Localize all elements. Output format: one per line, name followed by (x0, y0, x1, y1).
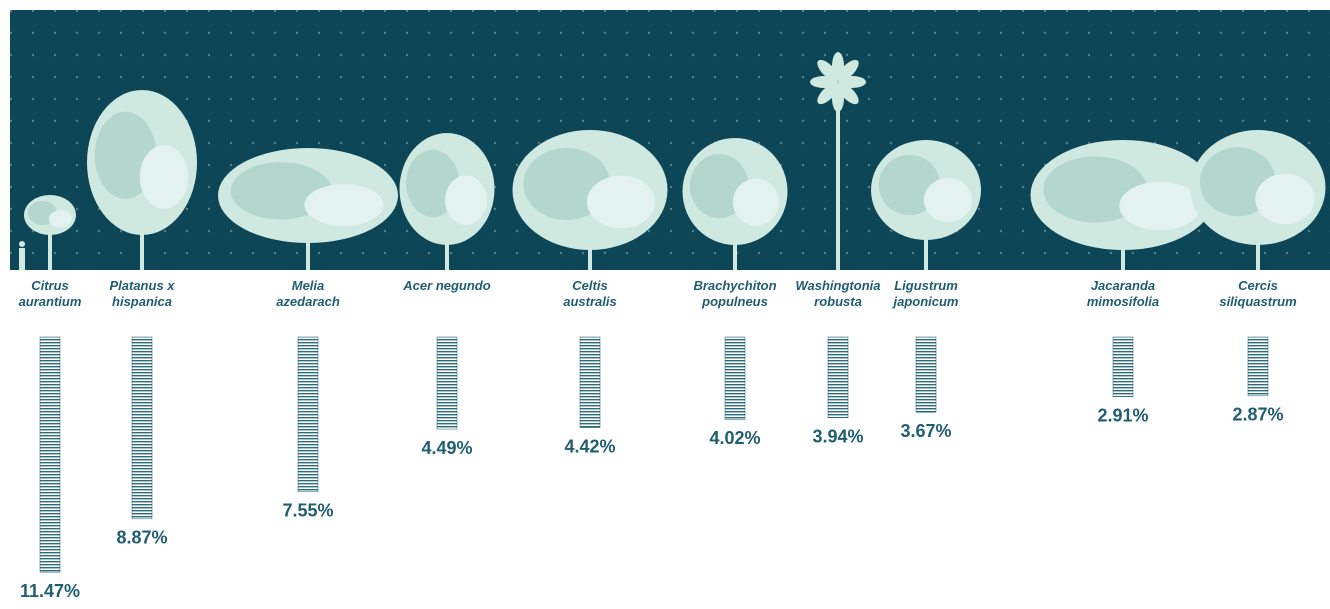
frond (837, 59, 859, 82)
value-label: 2.87% (1232, 405, 1283, 425)
crown-shade (923, 178, 973, 222)
tree (682, 138, 788, 270)
tree (218, 148, 398, 270)
species-label: Citrus aurantium (18, 278, 82, 309)
crown-shade (732, 178, 780, 226)
species-label: Acer negundo (403, 278, 491, 293)
crown-shade (139, 145, 189, 209)
bar (436, 336, 458, 430)
bar (297, 336, 319, 493)
bar (915, 336, 937, 413)
bar (579, 336, 601, 428)
bar (39, 336, 61, 573)
tree (399, 133, 495, 270)
value-label: 4.49% (421, 438, 472, 458)
species-label: Melia azedarach (276, 278, 340, 309)
bar (1247, 336, 1269, 397)
frond (817, 59, 839, 82)
tree (871, 140, 981, 270)
crown-shade (1255, 173, 1315, 225)
bar (1112, 336, 1134, 397)
species-label: Ligustrum japonicum (893, 278, 959, 309)
tree (1030, 140, 1216, 270)
person (19, 241, 25, 270)
crown-shade (445, 175, 487, 225)
bar (827, 336, 849, 419)
tree (1190, 130, 1326, 270)
species-label: Brachychiton populneus (693, 278, 777, 309)
species-label: Celtis australis (563, 278, 617, 309)
bar (131, 336, 153, 520)
frond (837, 82, 859, 105)
trunk (836, 94, 840, 270)
tree (87, 90, 197, 270)
tree (810, 52, 866, 270)
trunk (48, 223, 52, 270)
value-label: 3.94% (812, 427, 863, 447)
crown-shade (1119, 181, 1201, 231)
value-label: 11.47% (20, 581, 80, 601)
species-label: Cercis siliquastrum (1219, 278, 1297, 309)
species-label: Jacaranda mimosifolia (1086, 278, 1160, 309)
value-label: 2.91% (1097, 405, 1148, 425)
crown-shade (304, 184, 384, 226)
value-label: 4.02% (709, 428, 760, 448)
value-label: 4.42% (564, 436, 615, 456)
frond (817, 82, 839, 105)
value-label: 7.55% (282, 501, 333, 521)
bar (724, 336, 746, 420)
tree (512, 130, 668, 270)
species-label: Washingtonia robusta (795, 278, 881, 309)
value-label: 3.67% (900, 421, 951, 441)
crown-shade (48, 210, 72, 228)
species-label: Platanus x hispanica (109, 278, 175, 309)
tree (24, 195, 76, 270)
crown-shade (586, 175, 656, 229)
value-label: 8.87% (116, 528, 167, 548)
